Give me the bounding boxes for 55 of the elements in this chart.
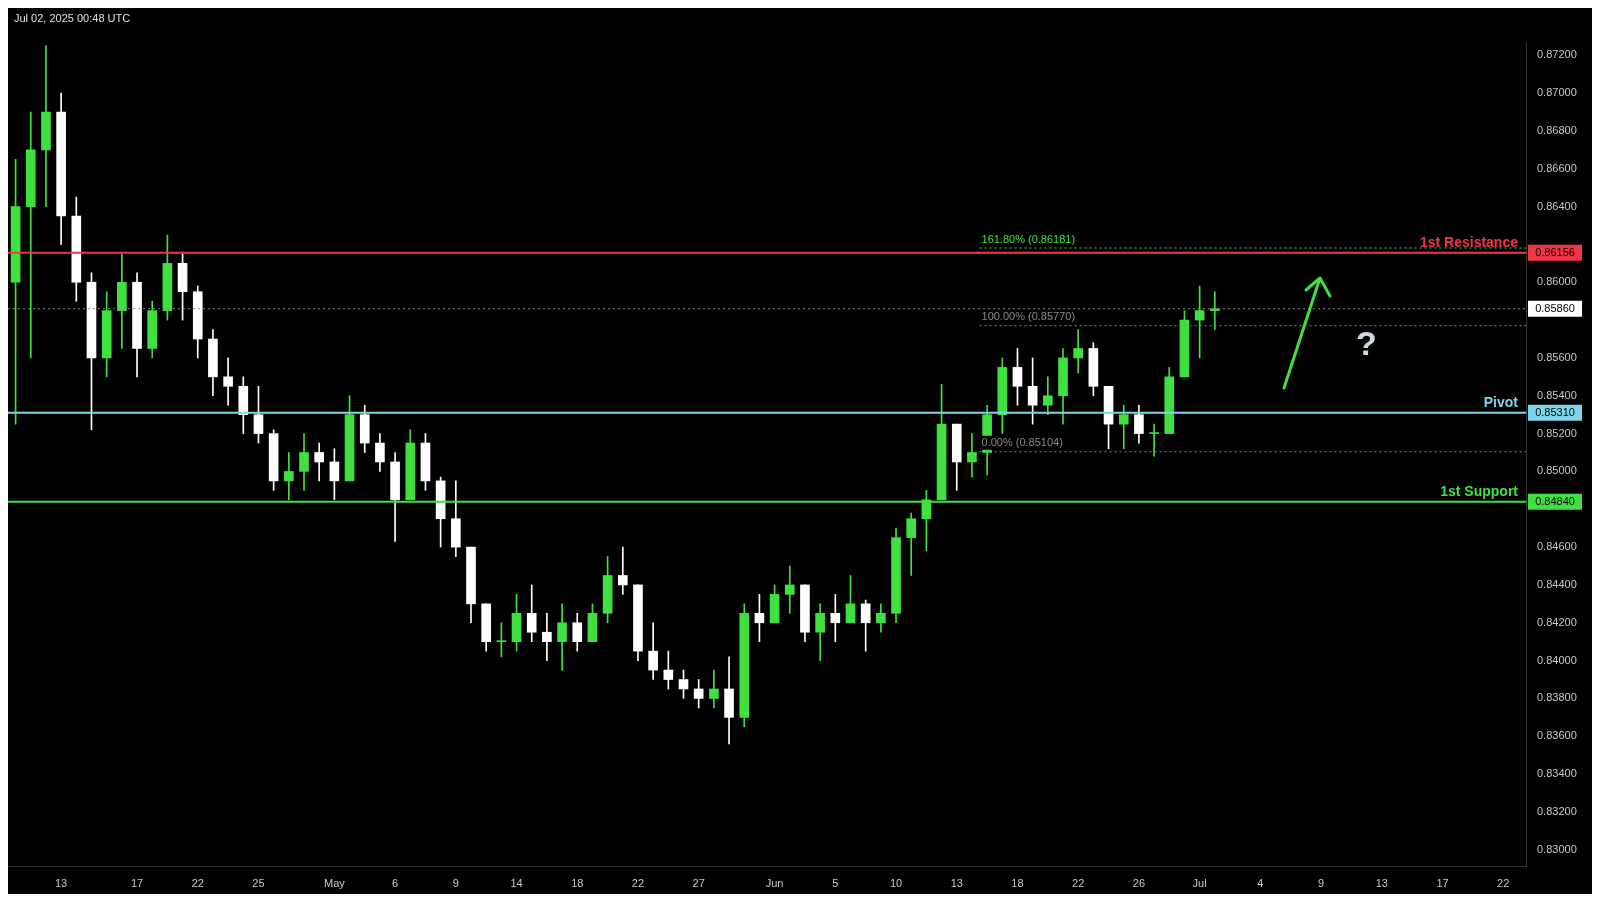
x-tick-label: 22 [631, 877, 645, 890]
ref-line-label: 0.00% (0.85104) [981, 436, 1063, 449]
x-tick-label: 22 [1072, 877, 1085, 890]
y-tick-label: 0.87200 [1537, 48, 1577, 61]
ref-line-label: 100.00% (0.85770) [981, 310, 1076, 323]
y-tick-label: 0.85000 [1537, 464, 1577, 477]
x-tick-label: 6 [392, 877, 399, 890]
y-tick-label: 0.87000 [1537, 86, 1577, 99]
x-tick-label: 18 [1011, 877, 1024, 890]
ref-line-label: 1st Support [1440, 482, 1519, 499]
y-tick-label: 0.86000 [1537, 275, 1577, 288]
x-tick-label: Jul [1192, 877, 1207, 890]
ref-line-label: 161.80% (0.86181) [981, 232, 1076, 245]
y-tick-label: 0.84200 [1537, 615, 1577, 628]
x-tick-label: 18 [571, 877, 584, 890]
y-tick-label: 0.84600 [1537, 540, 1577, 553]
y-tick-label: 0.85200 [1537, 426, 1577, 439]
y-tick-label: 0.83600 [1537, 729, 1577, 742]
x-tick-label: 22 [191, 877, 204, 890]
x-tick-label: 27 [692, 877, 705, 890]
y-tick-label: 0.83400 [1537, 767, 1577, 780]
text: 0.84840 [1535, 494, 1575, 507]
x-tick-label: 9 [1318, 877, 1325, 890]
y-tick-label: 0.85400 [1537, 388, 1577, 401]
x-tick-label: 17 [1436, 877, 1449, 890]
x-tick-label: 13 [1375, 877, 1388, 890]
x-tick-label: 9 [452, 877, 459, 890]
annotation: ? [1356, 324, 1377, 363]
y-tick-label: 0.85600 [1537, 350, 1577, 363]
x-tick-label: 5 [832, 877, 839, 890]
text: 0.86156 [1535, 245, 1575, 258]
x-tick-label: Jun [765, 877, 784, 890]
y-tick-label: 0.83800 [1537, 691, 1577, 704]
y-tick-label: 0.86800 [1537, 123, 1577, 136]
x-tick-label: May [323, 877, 346, 890]
x-tick-label: 10 [889, 877, 903, 890]
y-tick-label: 0.83000 [1537, 842, 1577, 855]
x-tick-label: 13 [55, 877, 68, 890]
x-tick-label: 17 [130, 877, 144, 890]
x-tick-label: 25 [252, 877, 265, 890]
ref-line-label: 1st Resistance [1419, 233, 1519, 250]
x-tick-label: 26 [1132, 877, 1146, 890]
y-tick-label: 0.84000 [1537, 653, 1577, 666]
chart-title: Jul 02, 2025 00:48 UTC [13, 11, 132, 26]
text: 0.85860 [1535, 301, 1575, 314]
x-tick-label: 22 [1497, 877, 1510, 890]
y-tick-label: 0.83200 [1537, 804, 1577, 817]
ref-line-label: Pivot [1483, 393, 1519, 410]
x-tick-label: 4 [1257, 877, 1264, 890]
x-tick-label: 13 [950, 877, 963, 890]
y-tick-label: 0.86400 [1537, 199, 1577, 212]
y-tick-label: 0.84400 [1537, 577, 1577, 590]
x-tick-label: 14 [510, 877, 523, 890]
text: 0.85310 [1535, 405, 1575, 418]
y-tick-label: 0.86600 [1537, 161, 1577, 174]
